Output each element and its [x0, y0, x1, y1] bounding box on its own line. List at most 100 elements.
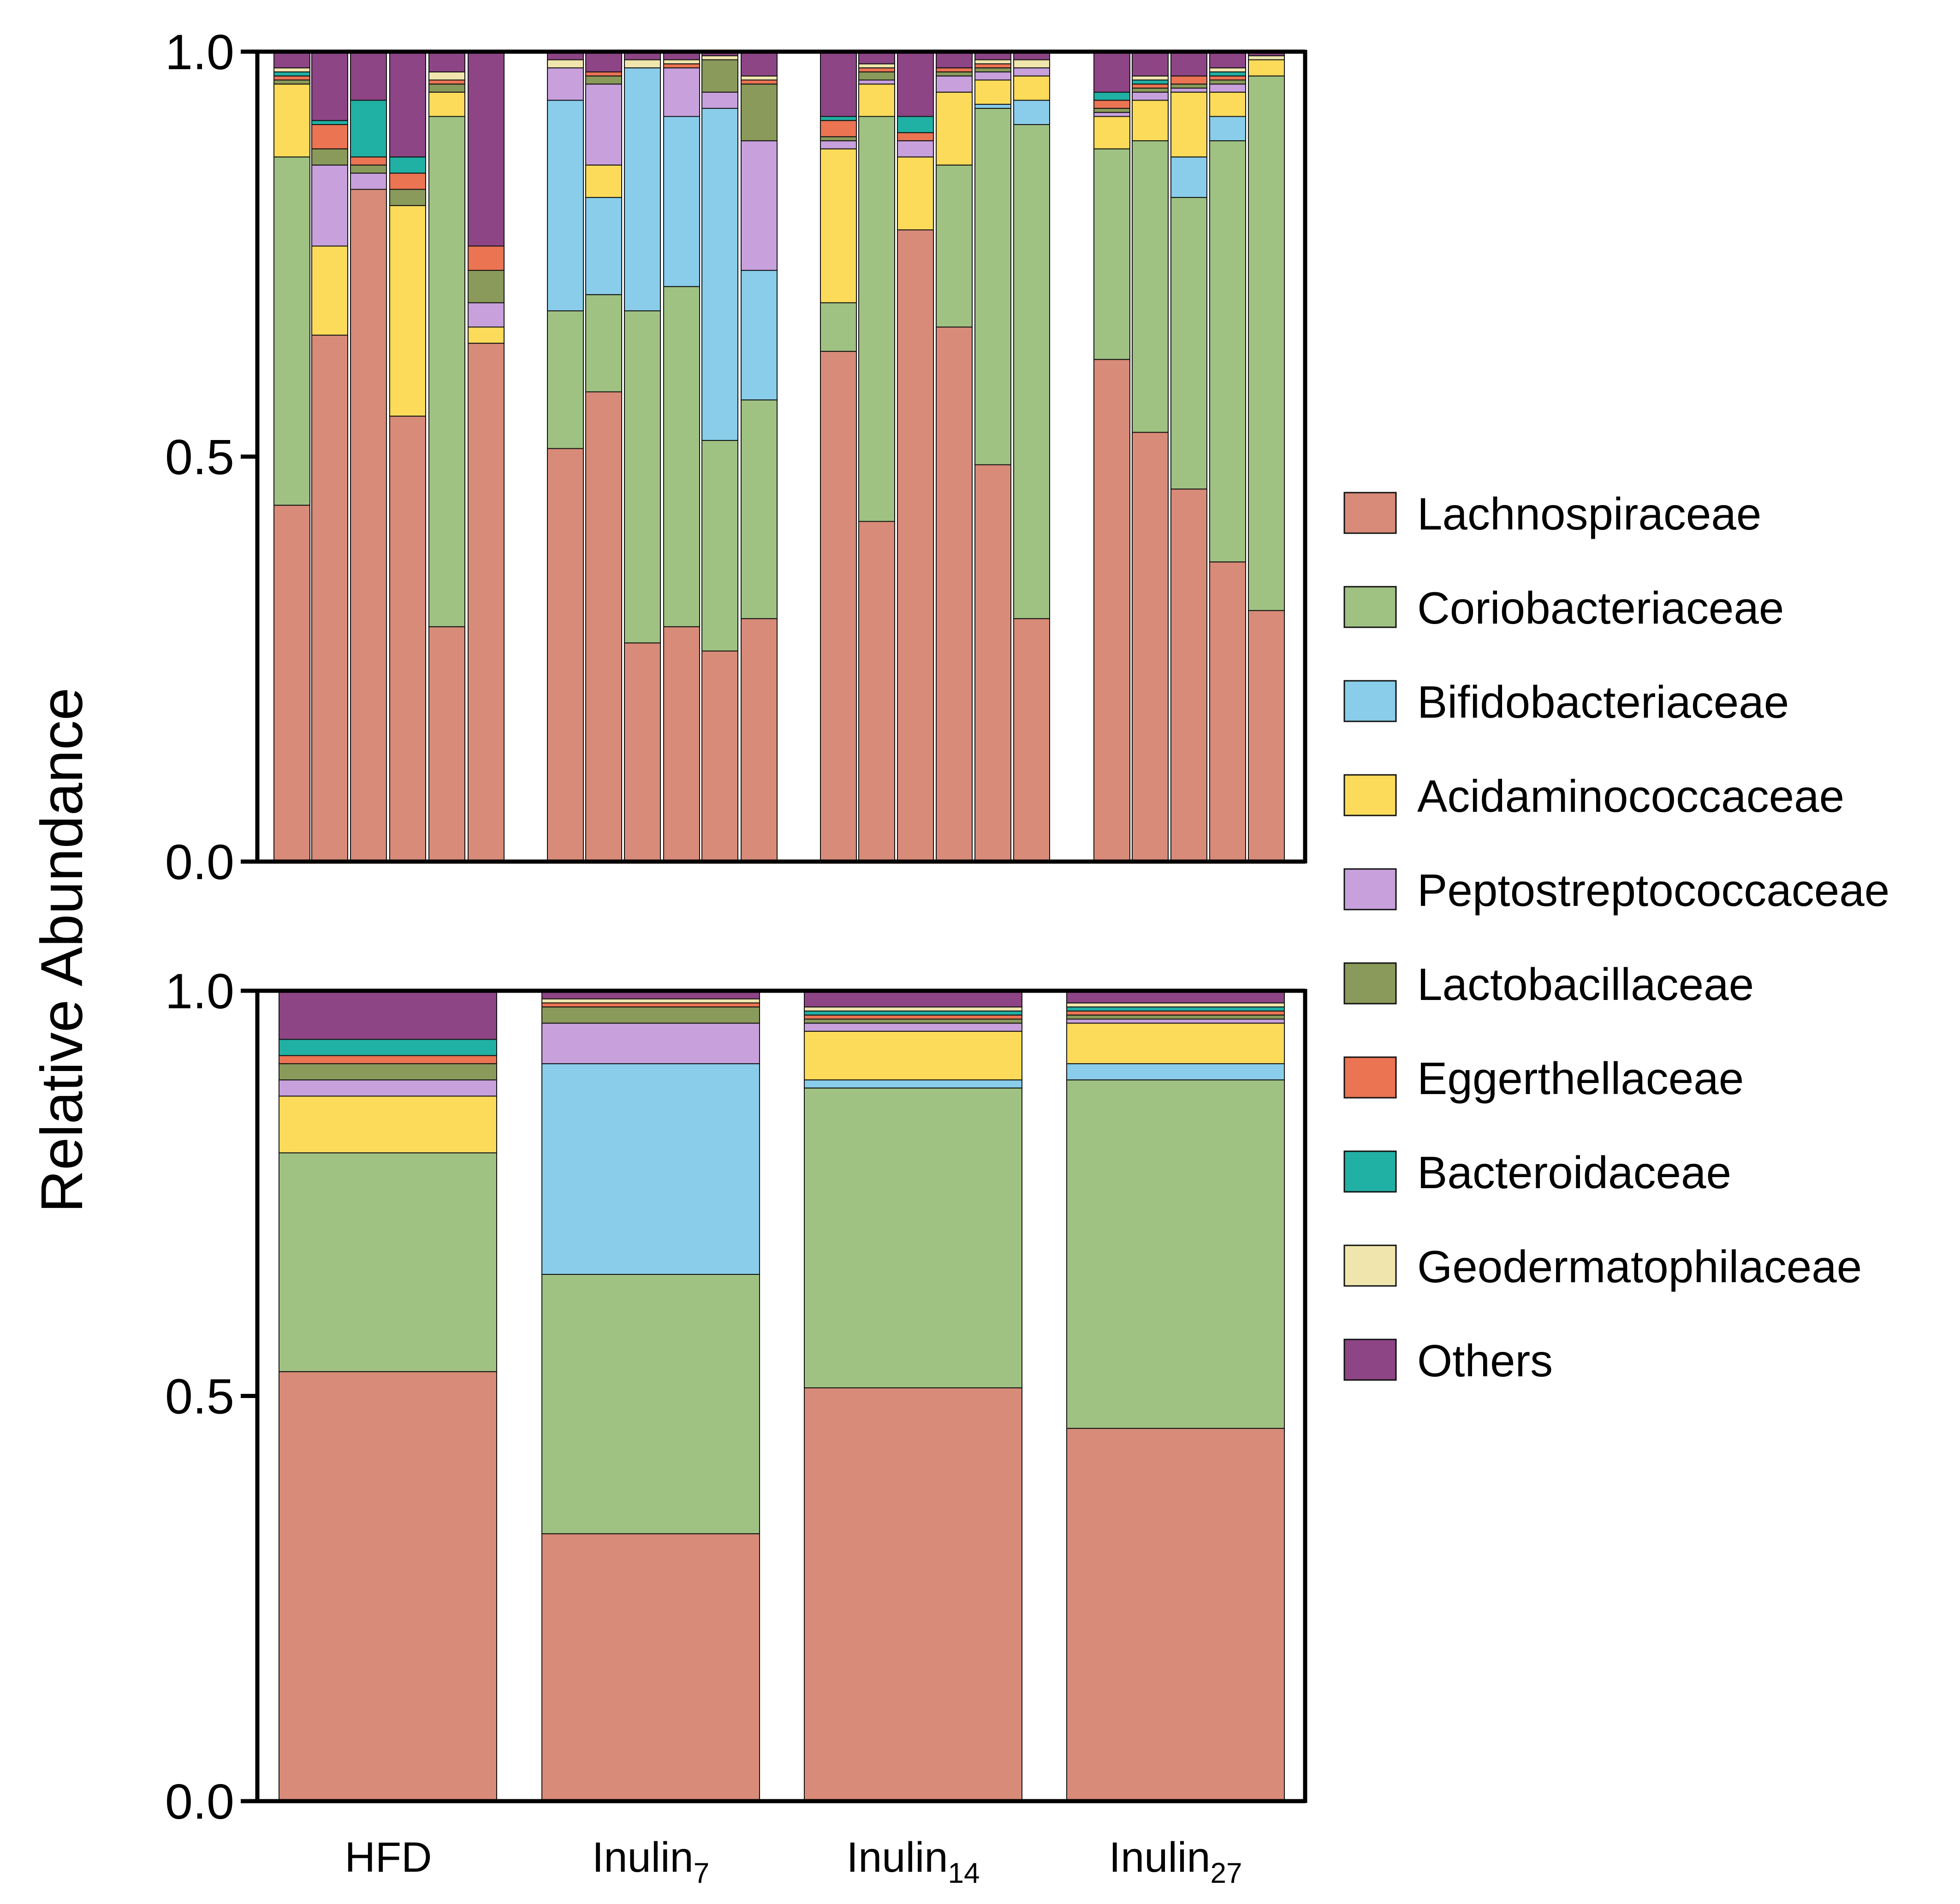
bar-segment-geodermatophilaceae	[858, 63, 895, 69]
bar-segment-eggerthellaceae	[541, 1002, 760, 1008]
bar-segment-others	[820, 51, 857, 117]
bar-segment-eggerthellaceae	[741, 79, 778, 85]
y-tick-label: 0.5	[165, 1368, 234, 1424]
bar-segment-bifidobacteriaceae	[624, 67, 661, 311]
bar-segment-geodermatophilaceae	[663, 59, 700, 65]
bar-segment-coriobacteriaceae	[547, 310, 584, 449]
bar-segment-coriobacteriaceae	[663, 286, 700, 627]
bar-segment-lachnospiraceae	[936, 327, 973, 862]
bar-segment-bacteroidaceae	[1209, 71, 1246, 77]
bar-segment-lactobacillaceae	[974, 67, 1011, 72]
bar-segment-geodermatophilaceae	[273, 67, 310, 72]
bar-segment-lachnospiraceae	[1066, 1428, 1285, 1802]
bar-segment-acidaminococcaceae	[974, 79, 1011, 105]
bar-segment-lachnospiraceae	[350, 189, 387, 862]
bar-segment-acidaminococcaceae	[273, 83, 310, 158]
panel-group-means: 0.0 0.5 1.0	[165, 963, 1307, 1829]
bar-segment-coriobacteriaceae	[1209, 140, 1246, 563]
bar-segment-bifidobacteriaceae	[1209, 116, 1246, 142]
bar-segment-bacteroidaceae	[273, 71, 310, 77]
y-tick-label: 0.0	[165, 834, 234, 890]
bar-segment-coriobacteriaceae	[701, 440, 738, 652]
bar-segment-eggerthellaceae	[279, 1055, 497, 1065]
bar-segment-geodermatophilaceae	[428, 71, 465, 81]
bar-segment-geodermatophilaceae	[701, 55, 738, 60]
bar-segment-others	[468, 51, 505, 247]
bar-segment-coriobacteriaceae	[624, 310, 661, 643]
bar-segment-bifidobacteriaceae	[701, 107, 738, 441]
bar-segment-eggerthellaceae	[804, 1014, 1022, 1020]
bar-segment-lachnospiraceae	[624, 642, 661, 862]
bar-segment-bifidobacteriaceae	[1170, 156, 1207, 198]
bar-segment-lactobacillaceae	[1132, 88, 1169, 93]
bar-segment-others	[1093, 51, 1130, 93]
bar-segment-coriobacteriaceae	[428, 116, 465, 627]
bar-segment-lachnospiraceae	[585, 391, 622, 862]
bar-segment-lactobacillaceae	[389, 189, 426, 206]
bar-segment-lactobacillaceae	[311, 148, 348, 166]
x-axis-group-labels: HFD Inulin7 Inulin14 Inulin27	[344, 1834, 1242, 1889]
bar-segment-acidaminococcaceae	[936, 91, 973, 166]
legend-label-acidaminococcaceae: Acidaminococcaceae	[1417, 771, 1844, 821]
bar-segment-lactobacillaceae	[541, 1006, 760, 1024]
legend-swatch-coriobacteriaceae	[1343, 586, 1397, 628]
bar-segment-lachnospiraceae	[1209, 561, 1246, 862]
x-group-label-4: Inulin27	[1109, 1834, 1242, 1889]
bar-segment-peptostreptococcaceae	[858, 79, 895, 85]
bar-segment-acidaminococcaceae	[389, 205, 426, 417]
bar-segment-others	[1209, 51, 1246, 69]
bar-segment-lachnospiraceae	[1132, 432, 1169, 862]
legend-label-bacteroidaceae: Bacteroidaceae	[1417, 1147, 1731, 1198]
bar-segment-acidaminococcaceae	[1132, 100, 1169, 142]
bar-segment-eggerthellaceae	[1066, 1010, 1285, 1016]
bar-segment-peptostreptococcaceae	[701, 91, 738, 109]
bar-segment-bifidobacteriaceae	[585, 197, 622, 295]
bar-segment-lactobacillaceae	[468, 270, 505, 303]
bar-segment-coriobacteriaceae	[741, 399, 778, 619]
bar-segment-lactobacillaceae	[1093, 107, 1130, 113]
bar-segment-peptostreptococcaceae	[663, 67, 700, 117]
bar-segment-lactobacillaceae	[273, 79, 310, 85]
bar-segment-bacteroidaceae	[311, 120, 348, 125]
bar-segment-others	[1170, 51, 1207, 77]
bar-segment-lachnospiraceae	[1170, 488, 1207, 862]
legend-label-eggerthellaceae: Eggerthellaceae	[1417, 1053, 1744, 1104]
bar-segment-lactobacillaceae	[428, 83, 465, 93]
bar-segment-coriobacteriaceae	[1093, 148, 1130, 360]
bar-segment-lactobacillaceae	[350, 164, 387, 174]
legend-label-others: Others	[1417, 1335, 1553, 1386]
bar-segment-bacteroidaceae	[350, 100, 387, 158]
bar-segment-bacteroidaceae	[1093, 91, 1130, 101]
bar-segment-lactobacillaceae	[741, 83, 778, 142]
bar-segment-peptostreptococcaceae	[585, 83, 622, 166]
y-axis-title: Relative Abundance	[29, 688, 95, 1213]
bar-segment-bacteroidaceae	[389, 156, 426, 174]
bar-segment-lachnospiraceae	[1093, 359, 1130, 862]
x-group-label-2: Inulin7	[592, 1834, 709, 1889]
bar-segment-bifidobacteriaceae	[804, 1079, 1022, 1089]
bar-segment-eggerthellaceae	[1209, 75, 1246, 81]
bar-segment-peptostreptococcaceae	[1170, 88, 1207, 93]
x-group-label-3: Inulin14	[847, 1834, 980, 1889]
bar-segment-acidaminococcaceae	[1209, 91, 1246, 117]
bar-segment-peptostreptococcaceae	[741, 140, 778, 271]
y-tick-label: 0.5	[165, 429, 234, 485]
bar-segment-bacteroidaceae	[897, 116, 934, 133]
bar-segment-lachnospiraceae	[468, 343, 505, 862]
bar-segment-geodermatophilaceae	[1066, 1002, 1285, 1008]
bar-segment-lachnospiraceae	[273, 505, 310, 862]
y-tick-label: 0.0	[165, 1773, 234, 1829]
bar-segment-peptostreptococcaceae	[897, 140, 934, 158]
bar-segment-acidaminococcaceae	[1093, 116, 1130, 149]
bar-segment-coriobacteriaceae	[974, 107, 1011, 465]
bar-segment-lachnospiraceae	[804, 1387, 1022, 1802]
legend-swatch-lachnospiraceae	[1343, 492, 1397, 534]
bar-segment-coriobacteriaceae	[858, 116, 895, 522]
bar-segment-bifidobacteriaceae	[1013, 100, 1050, 125]
bar-segment-acidaminococcaceae	[1013, 75, 1050, 101]
bar-segment-lachnospiraceae	[279, 1371, 497, 1802]
bar-segment-acidaminococcaceae	[820, 148, 857, 303]
bar-segment-lachnospiraceae	[897, 229, 934, 863]
bar-segment-eggerthellaceae	[1093, 100, 1130, 109]
bar-segment-lactobacillaceae	[820, 136, 857, 142]
